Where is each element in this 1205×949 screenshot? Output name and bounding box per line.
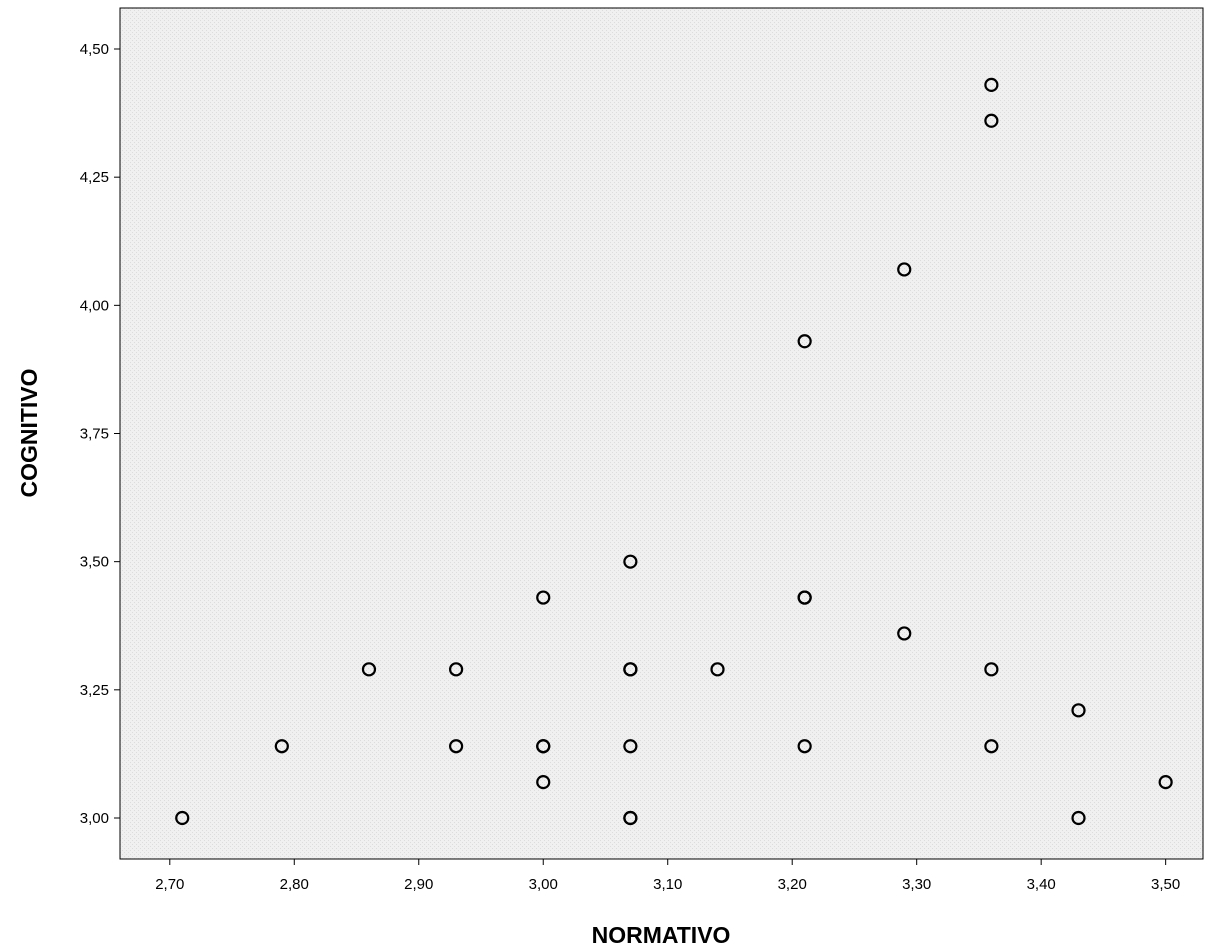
y-axis-title: COGNITIVO (16, 368, 42, 497)
data-point (449, 662, 464, 677)
y-axis: 3,00 3,25 3,50 3,75 4,00 4,25 4,50 (80, 41, 120, 827)
data-point (1071, 810, 1086, 826)
data-point (984, 77, 999, 92)
data-point (536, 590, 551, 605)
data-point (797, 334, 812, 349)
data-point (984, 113, 999, 128)
x-axis-title: NORMATIVO (592, 922, 731, 948)
data-points (175, 77, 1173, 826)
y-tick-label: 3,00 (80, 810, 109, 827)
data-point (623, 554, 638, 569)
x-tick-label: 3,00 (529, 876, 558, 893)
data-point (984, 662, 999, 677)
data-point (1071, 703, 1086, 718)
plot-area (119, 7, 1204, 860)
x-tick-label: 3,10 (653, 876, 682, 893)
data-point (797, 739, 812, 754)
x-tick-label: 2,80 (280, 876, 309, 893)
data-point (361, 662, 377, 677)
x-tick-label: 3,40 (1027, 876, 1056, 893)
x-tick-label: 2,90 (404, 876, 433, 893)
y-tick-label: 4,00 (80, 297, 109, 314)
data-point (536, 739, 551, 754)
data-point (710, 662, 725, 677)
data-point (449, 739, 464, 754)
data-point (536, 775, 551, 790)
data-point (175, 810, 190, 826)
data-point (623, 662, 638, 677)
data-point (623, 810, 638, 826)
y-tick-label: 3,50 (80, 554, 109, 571)
x-tick-label: 3,20 (778, 876, 807, 893)
y-tick-label: 3,75 (80, 426, 109, 443)
y-tick-label: 4,25 (80, 169, 109, 186)
y-tick-label: 3,25 (80, 682, 109, 699)
data-point (897, 262, 912, 277)
data-point (1158, 775, 1173, 790)
data-point (623, 739, 638, 754)
x-tick-label: 3,50 (1151, 876, 1180, 893)
x-tick-label: 3,30 (902, 876, 931, 893)
x-axis: 2,70 2,80 2,90 3,00 3,10 3,20 3,30 3,40 3,50 (155, 859, 1180, 893)
data-point (797, 590, 812, 605)
x-tick-label: 2,70 (155, 876, 184, 893)
data-point (897, 626, 912, 641)
y-tick-label: 4,50 (80, 41, 109, 58)
data-point (984, 739, 999, 754)
data-point (274, 739, 289, 754)
